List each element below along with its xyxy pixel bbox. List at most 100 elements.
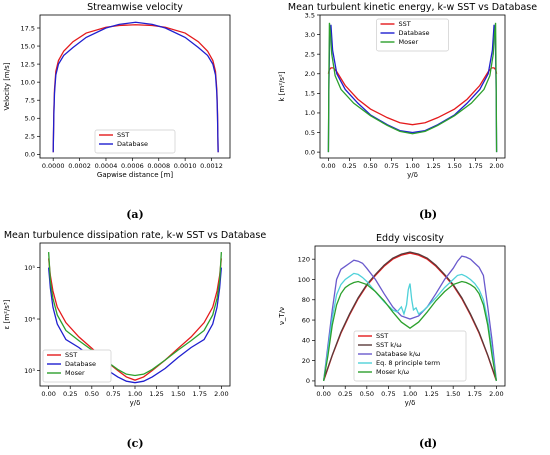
series-line-1 — [327, 24, 498, 153]
y-tick-label: 40 — [302, 337, 310, 345]
x-tick-label: 0.0002 — [68, 162, 91, 170]
chart-turbulent-kinetic-energy: Mean turbulent kinetic energy, k-w SST v… — [278, 2, 537, 179]
x-tick-label: 0.0012 — [200, 162, 223, 170]
y-axis-label: ν_T/ν — [278, 307, 286, 325]
y-tick-label: 20 — [302, 357, 310, 365]
legend-label: Moser — [399, 38, 419, 46]
y-tick-label: 3.5 — [305, 11, 315, 19]
legend-label: SST — [399, 20, 411, 28]
x-tick-label: 1.50 — [171, 390, 185, 398]
x-tick-label: 2.00 — [489, 390, 503, 398]
y-tick-label: 10.0 — [21, 78, 35, 86]
chart-eddy-viscosity: Eddy viscosity 0.00 0.25 0.50 0.75 1.00 1.25 1.… — [278, 233, 506, 407]
y-tick-label: 80 — [302, 296, 310, 304]
x-tick-label: 1.25 — [426, 162, 440, 170]
y-tick-label: 12.5 — [21, 60, 35, 68]
x-tick-label: 0.00 — [41, 390, 55, 398]
x-tick-label: 1.00 — [128, 390, 142, 398]
chart-title: Mean turbulent kinetic energy, k-w SST v… — [288, 2, 537, 13]
x-tick-label: 2.00 — [489, 162, 503, 170]
x-tick-label: 0.25 — [342, 162, 356, 170]
caption-a: (a) — [126, 208, 144, 221]
y-tick-label: 3.0 — [305, 31, 315, 39]
x-tick-label: 0.75 — [384, 162, 398, 170]
y-tick-label: 120 — [298, 255, 310, 263]
caption-d: (d) — [418, 437, 438, 450]
chart-dissipation-rate: Mean turbulence dissipation rate, k-w SS… — [3, 230, 266, 407]
x-tick-label: 0.0000 — [42, 162, 65, 170]
y-tick-label: 1.5 — [305, 90, 315, 98]
x-axis-label: y/δ — [405, 399, 416, 407]
y-tick-label: 15.0 — [21, 42, 35, 50]
caption-c: (c) — [126, 437, 144, 450]
series-line-0 — [52, 24, 219, 153]
plot-frame — [39, 14, 231, 159]
y-tick-label: 60 — [302, 316, 310, 324]
y-tick-label: 10⁴ — [24, 315, 35, 323]
y-axis-label: ε [m²/s³] — [3, 299, 11, 329]
legend-box — [376, 18, 449, 52]
x-tick-label: 0.0006 — [121, 162, 144, 170]
legend-label: SST — [65, 351, 77, 359]
series-line-0 — [327, 67, 498, 126]
legend-label: Moser k/ω — [376, 368, 409, 376]
x-tick-label: 0.75 — [106, 390, 120, 398]
series-line-3 — [322, 272, 498, 382]
series-line-4 — [322, 280, 498, 382]
x-tick-label: 0.75 — [381, 390, 395, 398]
legend-box — [353, 330, 467, 382]
x-tick-label: 0.25 — [338, 390, 352, 398]
legend-box — [42, 349, 112, 383]
y-tick-label: 2.5 — [305, 50, 315, 58]
legend-label: SST k/ω — [376, 341, 402, 349]
x-tick-label: 1.50 — [446, 390, 460, 398]
y-tick-label: 10³ — [24, 367, 35, 375]
x-tick-label: 2.00 — [214, 390, 228, 398]
x-tick-label: 0.50 — [360, 390, 374, 398]
x-tick-label: 1.75 — [468, 390, 482, 398]
y-tick-label: 100 — [298, 276, 310, 284]
x-tick-label: 1.25 — [424, 390, 438, 398]
y-tick-label: 0 — [306, 377, 310, 385]
legend-label: Database k/ω — [376, 350, 420, 358]
series-line-1 — [52, 21, 219, 153]
legend-label: Eq. 8 principle term — [376, 359, 440, 367]
x-tick-label: 0.0004 — [95, 162, 118, 170]
x-tick-label: 1.50 — [447, 162, 461, 170]
y-tick-label: 0.5 — [305, 129, 315, 137]
x-tick-label: 0.0008 — [147, 162, 170, 170]
legend-label: Database — [65, 360, 96, 368]
chart-title: Mean turbulence dissipation rate, k-w SS… — [4, 230, 266, 241]
x-tick-label: 1.75 — [468, 162, 482, 170]
legend-label: Database — [399, 29, 430, 37]
x-tick-label: 1.00 — [403, 390, 417, 398]
legend-label: Moser — [65, 369, 85, 377]
series-line-1 — [323, 251, 497, 381]
x-tick-label: 1.25 — [149, 390, 163, 398]
series-line-2 — [322, 255, 498, 382]
caption-b: (b) — [418, 208, 438, 221]
y-tick-label: 1.0 — [305, 109, 315, 117]
y-tick-label: 17.5 — [21, 24, 35, 32]
chart-title: Streamwise velocity — [87, 2, 183, 13]
series-line-2 — [47, 252, 223, 377]
x-tick-label: 0.25 — [63, 390, 77, 398]
y-axis-label: k [m²/s²] — [278, 71, 286, 101]
y-tick-label: 2.0 — [305, 70, 315, 78]
x-tick-label: 0.50 — [363, 162, 377, 170]
y-tick-label: 7.5 — [25, 97, 35, 105]
x-axis-label: Gapwise distance [m] — [97, 171, 173, 179]
series-line-0 — [47, 258, 223, 381]
series-line-2 — [327, 22, 498, 153]
chart-title: Eddy viscosity — [376, 233, 444, 244]
x-tick-label: 1.75 — [193, 390, 207, 398]
x-tick-label: 1.00 — [405, 162, 419, 170]
x-tick-label: 0.50 — [85, 390, 99, 398]
y-tick-label: 5.0 — [25, 115, 35, 123]
legend-box — [94, 129, 176, 154]
